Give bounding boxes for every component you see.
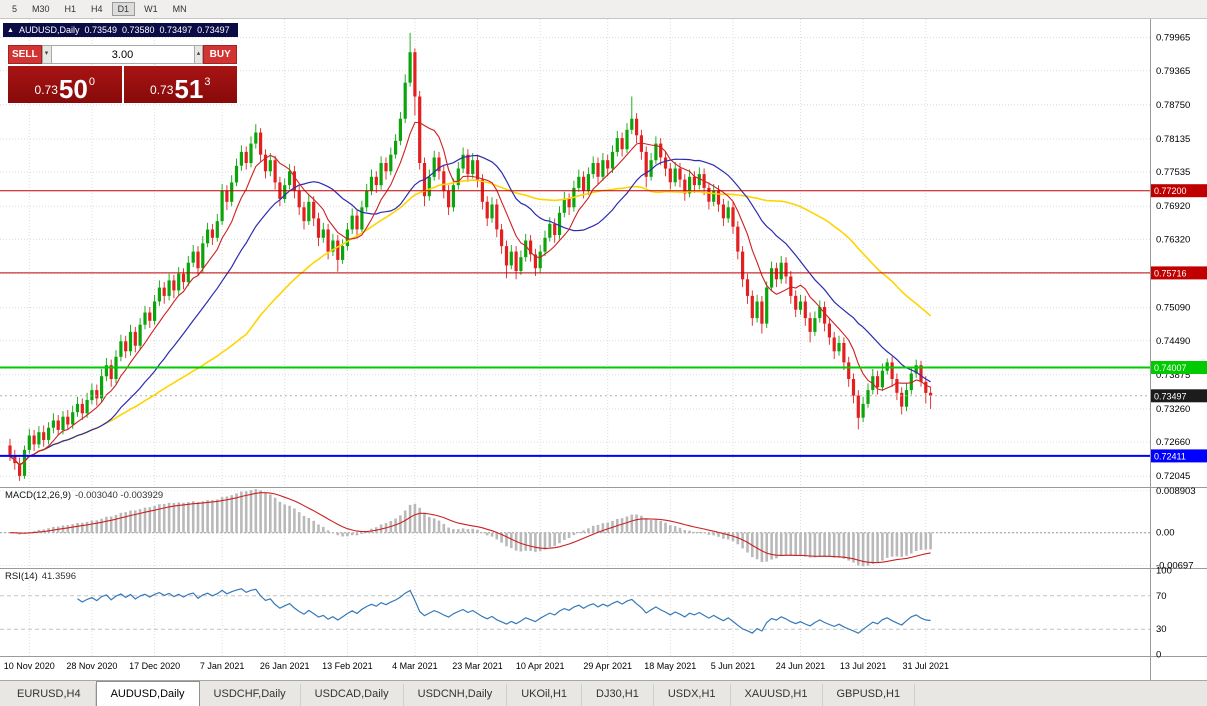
candlesticks [8, 32, 933, 481]
buy-price-big: 51 [174, 74, 204, 104]
svg-text:0.77535: 0.77535 [1156, 167, 1190, 178]
timeframe-button-w1[interactable]: W1 [144, 4, 158, 14]
svg-text:70: 70 [1156, 591, 1167, 602]
one-click-trade-panel: SELL ▾ ▴ BUY 0.73 50 0 0.73 51 3 [8, 45, 237, 103]
horizontal-level-lines[interactable] [0, 190, 1150, 457]
svg-text:0.72045: 0.72045 [1156, 471, 1190, 482]
buy-price-box[interactable]: 0.73 51 3 [123, 66, 237, 104]
svg-text:28 Nov 2020: 28 Nov 2020 [66, 661, 117, 671]
chart-tab-gbpusd-h1[interactable]: GBPUSD,H1 [823, 684, 916, 706]
chart-tab-dj30-h1[interactable]: DJ30,H1 [582, 684, 654, 706]
chart-tab-usdx-h1[interactable]: USDX,H1 [654, 684, 731, 706]
chart-low: 0.73497 [159, 25, 193, 35]
price-axis: 0.79965 0.79365 0.78750 0.78135 0.77535 0.769… [1156, 33, 1196, 661]
price-label-boxes: 0.77200 0.75716 0.74007 0.72411 0.73497 [1151, 184, 1207, 463]
sell-button[interactable]: SELL [8, 45, 42, 64]
sell-price-sup: 0 [88, 76, 95, 88]
svg-text:0.73497: 0.73497 [1154, 391, 1187, 401]
chart-tab-eurusd-h4[interactable]: EURUSD,H4 [3, 684, 96, 706]
timeframe-button-mn[interactable]: MN [172, 4, 187, 14]
macd-title: MACD(12,26,9) [5, 490, 71, 501]
timeframe-button-m30[interactable]: M30 [32, 4, 50, 14]
svg-text:13 Feb 2021: 13 Feb 2021 [322, 661, 373, 671]
svg-text:13 Jul 2021: 13 Jul 2021 [840, 661, 887, 671]
chart-tab-bar: EURUSD,H4 AUDUSD,Daily USDCHF,Daily USDCAD,… [0, 680, 1207, 706]
price-grid [0, 37, 1150, 477]
chart-high: 0.73580 [122, 25, 155, 35]
chart-title-bar[interactable]: ▲ AUDUSD,Daily 0.73549 0.73580 0.73497 0… [3, 23, 238, 37]
sell-price-box[interactable]: 0.73 50 0 [8, 66, 122, 103]
svg-text:0.00: 0.00 [1156, 528, 1175, 539]
symbol-arrow-icon: ▲ [7, 26, 14, 34]
svg-text:0.74007: 0.74007 [1154, 363, 1187, 373]
svg-text:31 Jul 2021: 31 Jul 2021 [903, 661, 950, 671]
svg-text:100: 100 [1156, 566, 1172, 577]
volume-up-icon[interactable]: ▴ [193, 45, 204, 64]
svg-text:10 Apr 2021: 10 Apr 2021 [516, 661, 565, 671]
timeframe-button-d1[interactable]: D1 [111, 2, 136, 16]
chart-tab-ukoil-h1[interactable]: UKOil,H1 [507, 684, 583, 706]
date-axis: 10 Nov 2020 28 Nov 2020 17 Dec 2020 7 Jan 2… [4, 661, 949, 671]
svg-text:0.72411: 0.72411 [1154, 451, 1186, 461]
rsi-indicator-label: RSI(14) 41.3596 [5, 571, 76, 582]
chart-symbol: AUDUSD,Daily [18, 25, 80, 35]
chart-tab-xauusd-h1[interactable]: XAUUSD,H1 [731, 684, 823, 706]
svg-text:17 Dec 2020: 17 Dec 2020 [129, 661, 180, 671]
svg-text:30: 30 [1156, 624, 1167, 635]
volume-down-icon[interactable]: ▾ [41, 45, 52, 64]
chart-tab-usdcnh-daily[interactable]: USDCNH,Daily [404, 684, 508, 706]
vertical-grid [28, 19, 927, 656]
timeframe-button-5[interactable]: 5 [12, 4, 18, 14]
svg-text:0.78135: 0.78135 [1156, 134, 1190, 145]
svg-text:0.79965: 0.79965 [1156, 33, 1190, 44]
timeframe-toolbar: 5 M30 H1 H4 D1 W1 MN [0, 0, 1207, 19]
svg-text:0.73260: 0.73260 [1156, 404, 1190, 415]
sell-price-big: 50 [58, 74, 88, 104]
svg-text:18 May 2021: 18 May 2021 [644, 661, 696, 671]
chart-open: 0.73549 [84, 25, 117, 35]
svg-text:4 Mar 2021: 4 Mar 2021 [392, 661, 438, 671]
buy-price-main: 0.73 [150, 83, 174, 97]
svg-text:0.75090: 0.75090 [1156, 303, 1190, 314]
svg-text:26 Jan 2021: 26 Jan 2021 [260, 661, 310, 671]
svg-text:7 Jan 2021: 7 Jan 2021 [200, 661, 245, 671]
buy-button[interactable]: BUY [203, 45, 237, 64]
rsi-title: RSI(14) [5, 571, 38, 582]
svg-text:0.77200: 0.77200 [1154, 186, 1187, 196]
chart-close: 0.73497 [197, 25, 230, 35]
macd-indicator-label: MACD(12,26,9) -0.003040 -0.003929 [5, 490, 163, 501]
svg-text:0.76920: 0.76920 [1156, 201, 1190, 212]
svg-text:0.79365: 0.79365 [1156, 66, 1190, 77]
svg-text:0.75716: 0.75716 [1154, 268, 1187, 278]
svg-text:0.73875: 0.73875 [1156, 370, 1190, 381]
chart-tab-usdchf-daily[interactable]: USDCHF,Daily [200, 684, 301, 706]
svg-text:10 Nov 2020: 10 Nov 2020 [4, 661, 55, 671]
svg-text:29 Apr 2021: 29 Apr 2021 [583, 661, 632, 671]
volume-input[interactable] [51, 45, 194, 64]
chart-plot-area[interactable]: 0.79965 0.79365 0.78750 0.78135 0.77535 0.769… [0, 19, 1207, 680]
svg-text:5 Jun 2021: 5 Jun 2021 [711, 661, 756, 671]
pane-separators [0, 19, 1207, 680]
rsi-value: 41.3596 [41, 571, 77, 582]
svg-text:0.72660: 0.72660 [1156, 437, 1190, 448]
macd-values: -0.003040 -0.003929 [75, 490, 164, 501]
svg-text:-0.00697: -0.00697 [1156, 561, 1194, 572]
chart-tab-usdcad-daily[interactable]: USDCAD,Daily [301, 684, 404, 706]
buy-price-sup: 3 [204, 76, 211, 88]
svg-text:24 Jun 2021: 24 Jun 2021 [776, 661, 826, 671]
chart-tab-audusd-daily[interactable]: AUDUSD,Daily [95, 681, 200, 706]
svg-text:0: 0 [1156, 649, 1161, 660]
timeframe-button-h1[interactable]: H1 [64, 4, 77, 14]
sell-price-main: 0.73 [34, 83, 58, 97]
svg-text:0.76320: 0.76320 [1156, 234, 1190, 245]
moving-averages [9, 121, 932, 467]
macd-pane [0, 489, 1150, 567]
timeframe-button-h4[interactable]: H4 [91, 4, 103, 14]
svg-text:23 Mar 2021: 23 Mar 2021 [452, 661, 503, 671]
rsi-pane [0, 588, 1150, 634]
svg-text:0.74490: 0.74490 [1156, 336, 1190, 347]
svg-text:0.78750: 0.78750 [1156, 100, 1190, 111]
svg-text:0.008903: 0.008903 [1156, 486, 1196, 497]
